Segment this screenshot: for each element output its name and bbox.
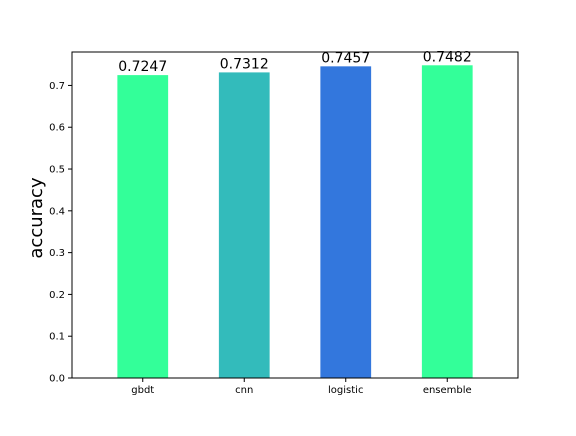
bar-ensemble bbox=[421, 65, 473, 378]
y-axis-label: accuracy bbox=[26, 177, 47, 259]
plot-frame bbox=[71, 51, 519, 379]
y-tick-label: 0.2 bbox=[49, 290, 65, 301]
y-axis: 0.0 0.1 0.2 0.3 0.4 0.5 0.6 0.7 bbox=[49, 81, 72, 385]
x-tick-label-logistic: logistic bbox=[328, 385, 363, 396]
value-label-cnn: 0.7312 bbox=[220, 56, 269, 72]
value-label-logistic: 0.7457 bbox=[321, 50, 370, 66]
y-tick-label: 0.3 bbox=[49, 248, 65, 259]
y-tick-label: 0.1 bbox=[49, 332, 65, 343]
bars-group bbox=[117, 65, 473, 379]
y-tick-label: 0.4 bbox=[49, 206, 65, 217]
x-tick-label-cnn: cnn bbox=[235, 385, 253, 396]
x-axis: gbdt cnn logistic ensemble bbox=[131, 378, 472, 396]
x-tick-label-ensemble: ensemble bbox=[423, 385, 472, 396]
x-tick-label-gbdt: gbdt bbox=[131, 385, 154, 396]
bar-logistic bbox=[320, 66, 372, 378]
value-label-gbdt: 0.7247 bbox=[118, 59, 167, 75]
value-labels-group: 0.7247 0.7312 0.7457 0.7482 bbox=[118, 49, 472, 75]
bar-cnn bbox=[218, 72, 270, 379]
y-tick-label: 0.0 bbox=[49, 374, 65, 385]
y-tick-label: 0.5 bbox=[49, 165, 65, 176]
value-label-ensemble: 0.7482 bbox=[423, 49, 472, 65]
y-tick-label: 0.7 bbox=[49, 81, 65, 92]
bar-gbdt bbox=[117, 75, 169, 379]
y-tick-label: 0.6 bbox=[49, 123, 65, 134]
